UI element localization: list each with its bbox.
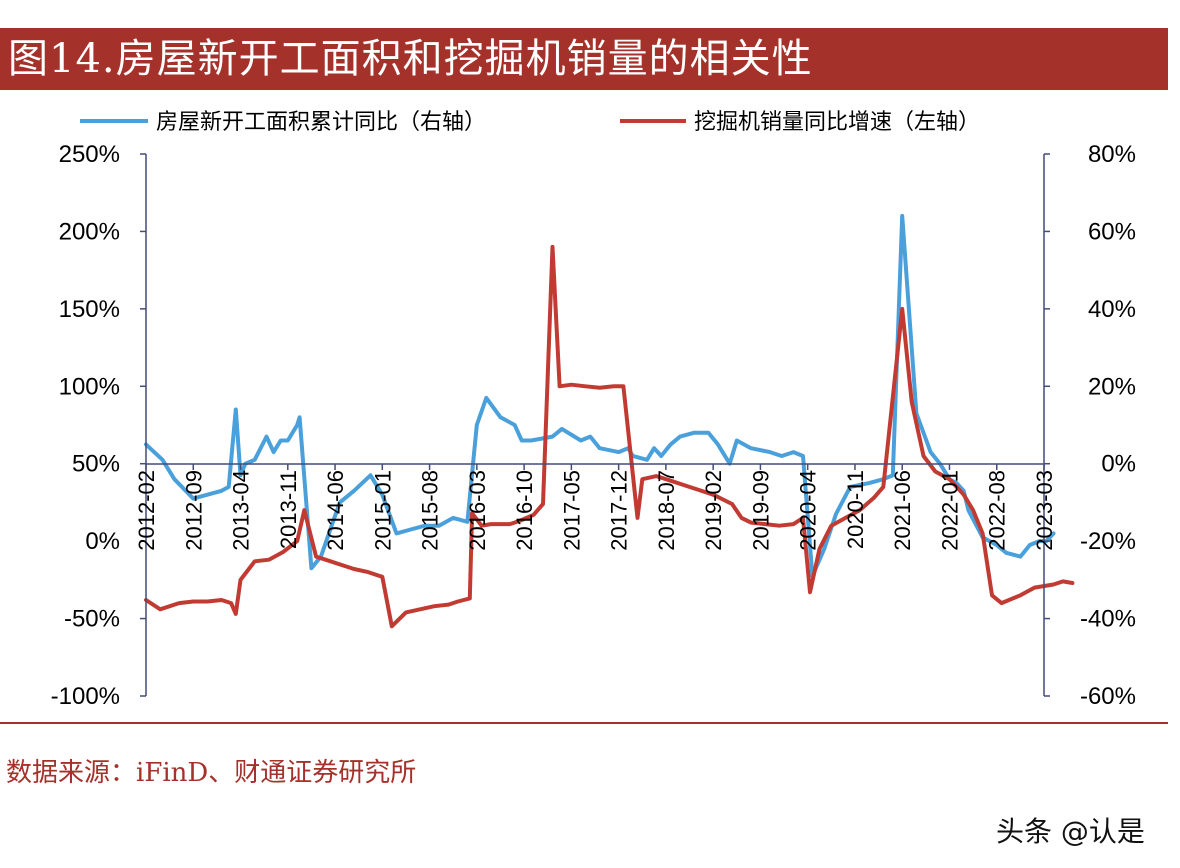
- blue-series-line: [144, 213, 1056, 578]
- left-tick-label: 100%: [59, 373, 120, 400]
- legend-label-red: 挖掘机销量同比增速（左轴）: [694, 110, 980, 135]
- right-tick-label: -40%: [1080, 606, 1136, 633]
- x-tick-label: 2013-04: [229, 470, 254, 551]
- left-tick-label: -50%: [64, 606, 120, 633]
- legend: 房屋新开工面积累计同比（右轴） 挖掘机销量同比增速（左轴）: [80, 110, 980, 135]
- x-tick-label: 2019-02: [701, 470, 726, 551]
- x-tick-label: 2016-03: [465, 470, 490, 551]
- x-tick-label: 2016-10: [512, 470, 537, 551]
- left-tick-label: 0%: [85, 528, 120, 555]
- x-tick-label: 2017-05: [559, 470, 584, 551]
- x-tick-label: 2019-09: [748, 470, 773, 551]
- right-tick-label: 80%: [1088, 141, 1136, 168]
- left-tick-label: 200%: [59, 218, 120, 245]
- x-tick-label: 2018-07: [654, 470, 679, 551]
- source-note: 数据来源：iFinD、财通证券研究所: [6, 758, 417, 788]
- left-tick-label: -100%: [51, 683, 120, 710]
- x-tick-label: 2021-06: [890, 470, 915, 551]
- right-tick-label: 40%: [1088, 296, 1136, 323]
- x-tick-label: 2017-12: [607, 470, 632, 551]
- x-tick-label: 2014-06: [323, 470, 348, 551]
- x-tick-label: 2013-11: [276, 470, 301, 549]
- red-series-line: [144, 244, 1075, 629]
- title-bar: 图14.房屋新开工面积和挖掘机销量的相关性: [0, 28, 1168, 90]
- axes: 250% 200% 150% 100% 50% 0% -50% -100% 80% 60% 40% 2…: [51, 141, 1136, 710]
- left-tick-label: 250%: [59, 141, 120, 168]
- x-tick-label: 2022-01: [937, 470, 962, 551]
- x-tick-label: 2012-09: [181, 470, 206, 551]
- left-tick-label: 50%: [72, 451, 120, 478]
- right-tick-label: 60%: [1088, 218, 1136, 245]
- right-tick-label: -20%: [1080, 528, 1136, 555]
- x-tick-label: 2015-01: [370, 470, 395, 551]
- right-tick-label: 20%: [1088, 373, 1136, 400]
- x-tick-label: 2023-03: [1032, 470, 1057, 551]
- chart: 房屋新开工面积累计同比（右轴） 挖掘机销量同比增速（左轴） 250% 200% 15…: [51, 110, 1136, 710]
- right-tick-label: 0%: [1101, 451, 1136, 478]
- x-tick-label: 2020-11: [843, 470, 868, 549]
- x-tick-label: 2012-02: [134, 470, 159, 551]
- watermark: 头条 @认是: [996, 815, 1145, 848]
- legend-label-blue: 房屋新开工面积累计同比（右轴）: [156, 110, 486, 135]
- right-tick-label: -60%: [1080, 683, 1136, 710]
- chart-title: 图14.房屋新开工面积和挖掘机销量的相关性: [8, 36, 813, 82]
- x-tick-label: 2022-08: [985, 470, 1010, 551]
- bottom-rule: [0, 722, 1168, 724]
- x-tick-label: 2020-04: [796, 470, 821, 551]
- x-tick-label: 2015-08: [418, 470, 443, 551]
- left-tick-label: 150%: [59, 296, 120, 323]
- series-layer: [144, 213, 1075, 629]
